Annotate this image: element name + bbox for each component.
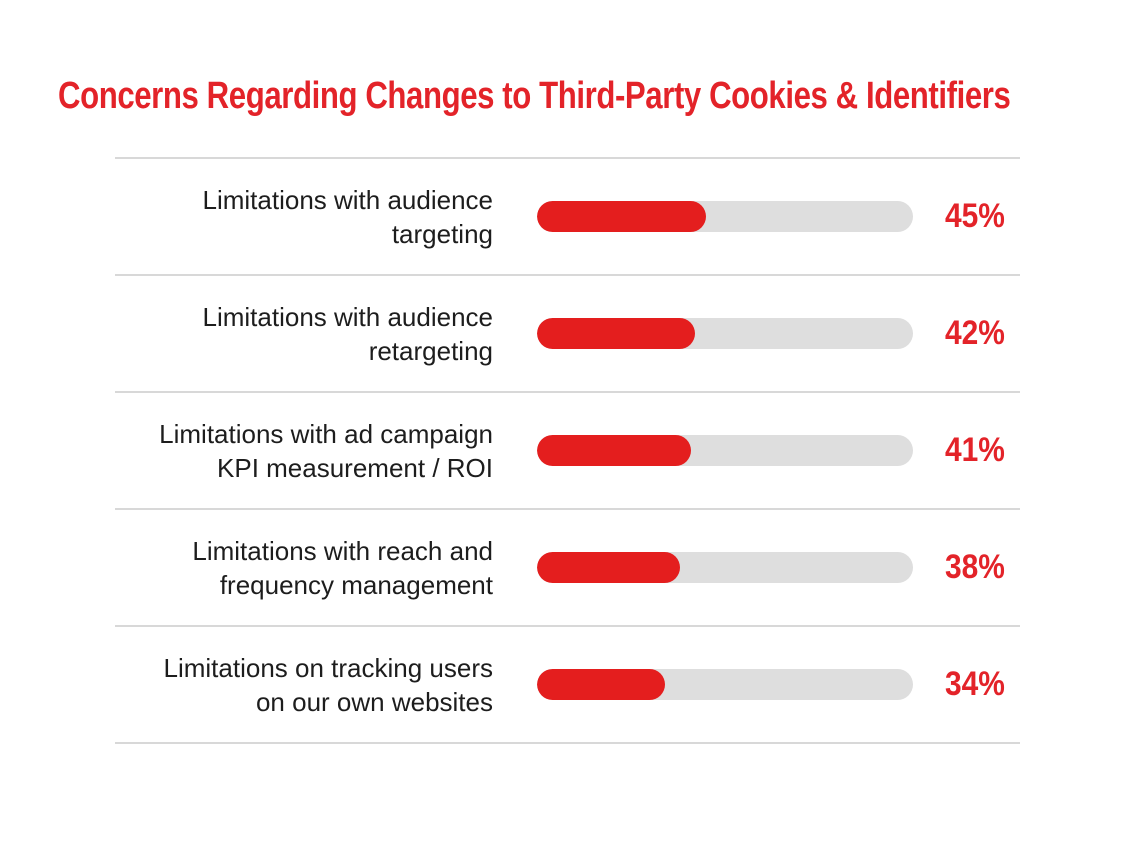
horizontal-bar-chart: Limitations with audience targeting 45% … [115,157,1020,744]
category-label: Limitations on tracking users on our own… [163,652,493,717]
chart-title: Concerns Regarding Changes to Third-Part… [58,75,1011,117]
bar-track [537,435,913,466]
category-label: Limitations with reach and frequency man… [192,535,493,600]
bar-track [537,669,913,700]
bar-fill [537,318,695,349]
chart-row: Limitations with audience retargeting 42… [115,274,1020,391]
category-label: Limitations with ad campaign KPI measure… [159,418,493,483]
value-label: 34% [945,665,1005,703]
value-label: 42% [945,314,1005,352]
bar-fill [537,201,707,232]
bar-track [537,318,913,349]
chart-row: Limitations with ad campaign KPI measure… [115,391,1020,508]
bar-track [537,552,913,583]
chart-row: Limitations with reach and frequency man… [115,508,1020,625]
value-label: 38% [945,548,1005,586]
category-label: Limitations with audience targeting [202,184,494,249]
chart-row: Limitations on tracking users on our own… [115,625,1020,742]
category-label: Limitations with audience retargeting [202,301,494,366]
bar-track [537,201,913,232]
chart-row: Limitations with audience targeting 45% [115,157,1020,274]
bar-fill [537,552,680,583]
value-label: 41% [945,431,1005,469]
bar-fill [537,435,692,466]
value-label: 45% [945,197,1005,235]
bar-fill [537,669,665,700]
